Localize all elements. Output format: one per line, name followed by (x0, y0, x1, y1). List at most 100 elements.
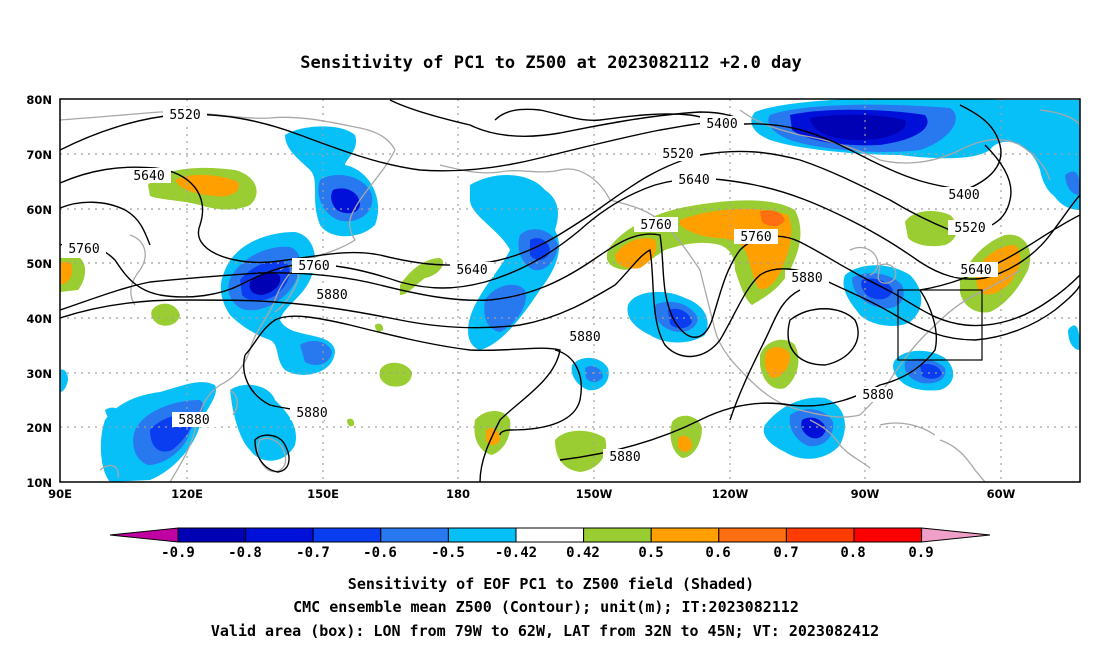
colorbar-label: -0.9 (161, 545, 195, 561)
positive-area (400, 258, 444, 295)
contour-label: 5640 (954, 262, 998, 278)
colorbar-label: -0.42 (495, 545, 537, 561)
lon-tick-label: 180 (446, 487, 470, 501)
contour-label-text: 5880 (316, 288, 347, 303)
longitude-axis: 90E 120E 150E 180 150W 120W 90W 60W (48, 487, 1016, 501)
figure-title: Sensitivity of PC1 to Z500 at 2023082112… (300, 53, 802, 73)
negative-area (810, 114, 906, 140)
contour-line (389, 99, 741, 137)
contour-label-text: 5880 (178, 413, 209, 428)
contour-line (499, 349, 582, 436)
colorbar: -0.9 -0.8 -0.7 -0.6 -0.5 -0.42 0.42 0.5 … (109, 527, 991, 561)
contour-label-text: 5520 (954, 221, 985, 236)
coastline (169, 261, 301, 482)
negative-area (1045, 150, 1080, 210)
colorbar-swatch (245, 527, 314, 543)
colorbar-swatch (177, 527, 247, 543)
contour-line (60, 201, 151, 246)
contour-label-text: 5520 (662, 147, 693, 162)
contour-label-text: 5400 (948, 188, 979, 203)
colorbar-swatch (515, 527, 585, 543)
colorbar-label: 0.9 (908, 545, 933, 561)
negative-area (801, 417, 826, 439)
colorbar-swatch (312, 527, 382, 543)
contour-line (244, 315, 561, 482)
contour-line (60, 233, 1080, 338)
lon-tick-label: 120W (712, 487, 749, 501)
coastline (99, 464, 119, 479)
contour-line (787, 308, 859, 366)
contour-label: 5880 (785, 270, 829, 286)
lat-lon-grid (60, 99, 1080, 482)
positive-area (60, 262, 72, 284)
contour-label: 5760 (734, 229, 778, 245)
contour-label-text: 5640 (678, 173, 709, 188)
contour-label-text: 5880 (791, 271, 822, 286)
colorbar-swatch (921, 527, 991, 543)
caption-line-2: CMC ensemble mean Z500 (Contour); unit(m… (293, 598, 799, 616)
contour-label-text: 5640 (456, 263, 487, 278)
coastlines (60, 109, 1080, 482)
contour-line (60, 177, 1080, 298)
lat-tick-label: 50N (26, 257, 52, 271)
lat-tick-label: 40N (26, 312, 52, 326)
negative-area (668, 308, 692, 329)
positive-area (764, 347, 790, 378)
contour-label: 5880 (563, 329, 607, 345)
colorbar-swatch (583, 527, 652, 543)
contour-label-text: 5880 (296, 406, 327, 421)
contour-label-text: 5760 (68, 242, 99, 257)
coastline (739, 109, 1051, 181)
colorbar-swatch (785, 527, 855, 543)
map-frame (59, 98, 1081, 483)
colorbar-label: -0.6 (363, 545, 397, 561)
contour-label: 5520 (948, 220, 992, 236)
colorbar-label: 0.5 (638, 545, 663, 561)
colorbar-swatch (380, 527, 449, 543)
negative-area (1065, 171, 1080, 195)
colorbar-swatch (447, 527, 517, 543)
contour-label: 5880 (310, 287, 354, 303)
contour-labels: 5520 5640 5760 5760 5880 5880 5880 5640 … (62, 107, 998, 465)
positive-area (379, 362, 412, 387)
contour-label: 5640 (127, 168, 171, 184)
contour-label: 5640 (672, 172, 716, 188)
lat-tick-label: 30N (26, 367, 52, 381)
coastline (877, 263, 897, 284)
coastline (879, 422, 936, 436)
contour-label-text: 5760 (740, 230, 771, 245)
lat-tick-label: 10N (26, 476, 52, 490)
caption-line-3: Valid area (box): LON from 79W to 62W, L… (211, 622, 879, 640)
negative-area (1068, 325, 1080, 350)
positive-area (175, 174, 239, 197)
colorbar-label: 0.6 (705, 545, 730, 561)
negative-area (60, 369, 68, 392)
contour-label-text: 5640 (960, 263, 991, 278)
contour-label-text: 5880 (609, 450, 640, 465)
positive-area (760, 210, 785, 227)
lon-tick-label: 150E (307, 487, 339, 501)
colorbar-swatch (853, 527, 923, 543)
coastline (129, 234, 146, 306)
colorbar-swatch (718, 527, 787, 543)
contour-label: 5640 (450, 262, 494, 278)
contour-label: 5880 (290, 405, 334, 421)
lat-tick-label: 80N (26, 93, 52, 107)
contour-label-text: 5760 (640, 218, 671, 233)
coastline (1039, 109, 1080, 126)
contour-label-text: 5760 (298, 259, 329, 274)
colorbar-swatches (109, 527, 991, 543)
contour-label-text: 5880 (862, 388, 893, 403)
valid-area-box (897, 289, 983, 361)
positive-area (347, 418, 355, 427)
colorbar-label: 0.8 (840, 545, 865, 561)
coastline (849, 246, 879, 276)
contour-label: 5520 (656, 146, 700, 162)
contour-label-text: 5520 (169, 108, 200, 123)
contour-line (559, 289, 937, 461)
negative-area (249, 272, 281, 295)
positive-area (151, 303, 180, 326)
coastline (939, 439, 986, 482)
lon-tick-label: 90W (851, 487, 880, 501)
coastline (299, 149, 396, 263)
